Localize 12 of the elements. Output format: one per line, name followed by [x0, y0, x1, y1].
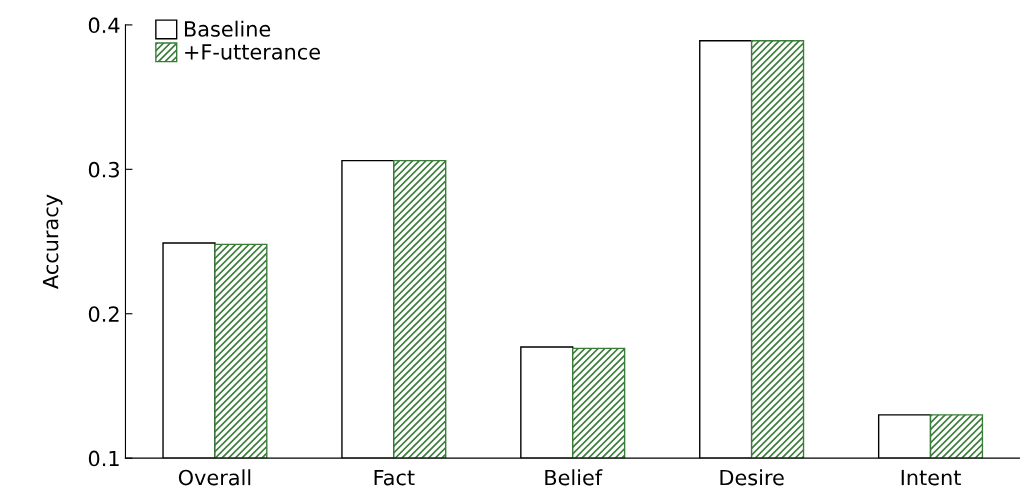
y-axis-title: Accuracy — [42, 194, 63, 289]
y-tick-label: 0.2 — [88, 306, 119, 322]
x-tick-label: Desire — [720, 469, 784, 486]
y-tick-label: 0.3 — [88, 161, 119, 178]
legend-label: Baseline — [184, 20, 271, 37]
y-tick-label: 0.4 — [88, 17, 120, 34]
x-tick-label: Belief — [545, 469, 603, 486]
x-tick-label: Intent — [901, 469, 961, 486]
y-tick-label: 0.1 — [88, 450, 119, 467]
x-tick-label: Overall — [178, 469, 251, 486]
x-tick-label: Fact — [374, 469, 415, 486]
legend-label: +F-utterance — [185, 44, 320, 60]
